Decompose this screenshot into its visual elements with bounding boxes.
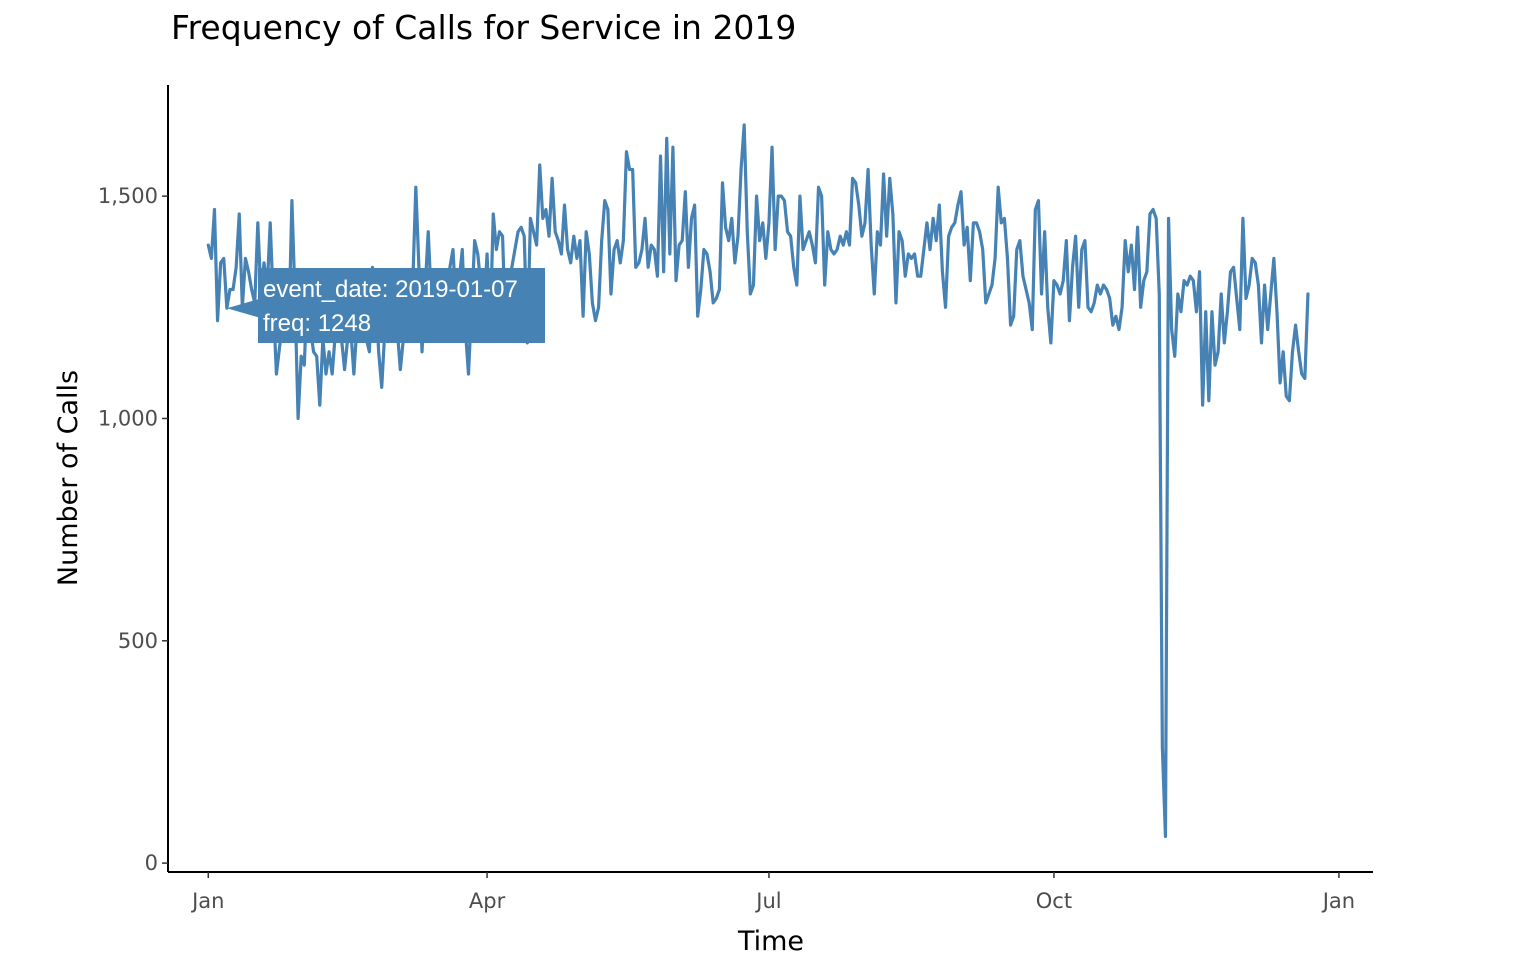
y-axis-ticks: 0 500 1,000 1,500 — [98, 184, 168, 875]
tooltip-line-freq: freq: 1248 — [263, 310, 371, 337]
y-tick-label: 1,000 — [98, 406, 158, 430]
hover-tooltip: event_date: 2019-01-07 freq: 1248 — [226, 268, 545, 343]
y-tick-label: 0 — [145, 851, 158, 875]
plot-area: 0 500 1,000 1,500 Jan Apr Jul Oct Jan — [98, 85, 1373, 913]
x-tick-label: Apr — [469, 889, 506, 913]
x-tick-label: Jan — [190, 889, 224, 913]
x-axis-ticks: Jan Apr Jul Oct Jan — [190, 872, 1355, 913]
x-tick-label: Jul — [754, 889, 781, 913]
x-tick-label: Oct — [1036, 889, 1072, 913]
series-line[interactable] — [206, 123, 1310, 839]
y-tick-label: 500 — [118, 629, 158, 653]
tooltip-box — [258, 268, 545, 343]
tooltip-pointer — [226, 299, 258, 318]
y-axis-title: Number of Calls — [53, 370, 84, 586]
chart-title: Frequency of Calls for Service in 2019 — [171, 8, 796, 47]
x-axis-title: Time — [737, 926, 804, 957]
y-tick-label: 1,500 — [98, 184, 158, 208]
tooltip-line-date: event_date: 2019-01-07 — [263, 276, 518, 303]
x-tick-label: Jan — [1321, 889, 1355, 913]
